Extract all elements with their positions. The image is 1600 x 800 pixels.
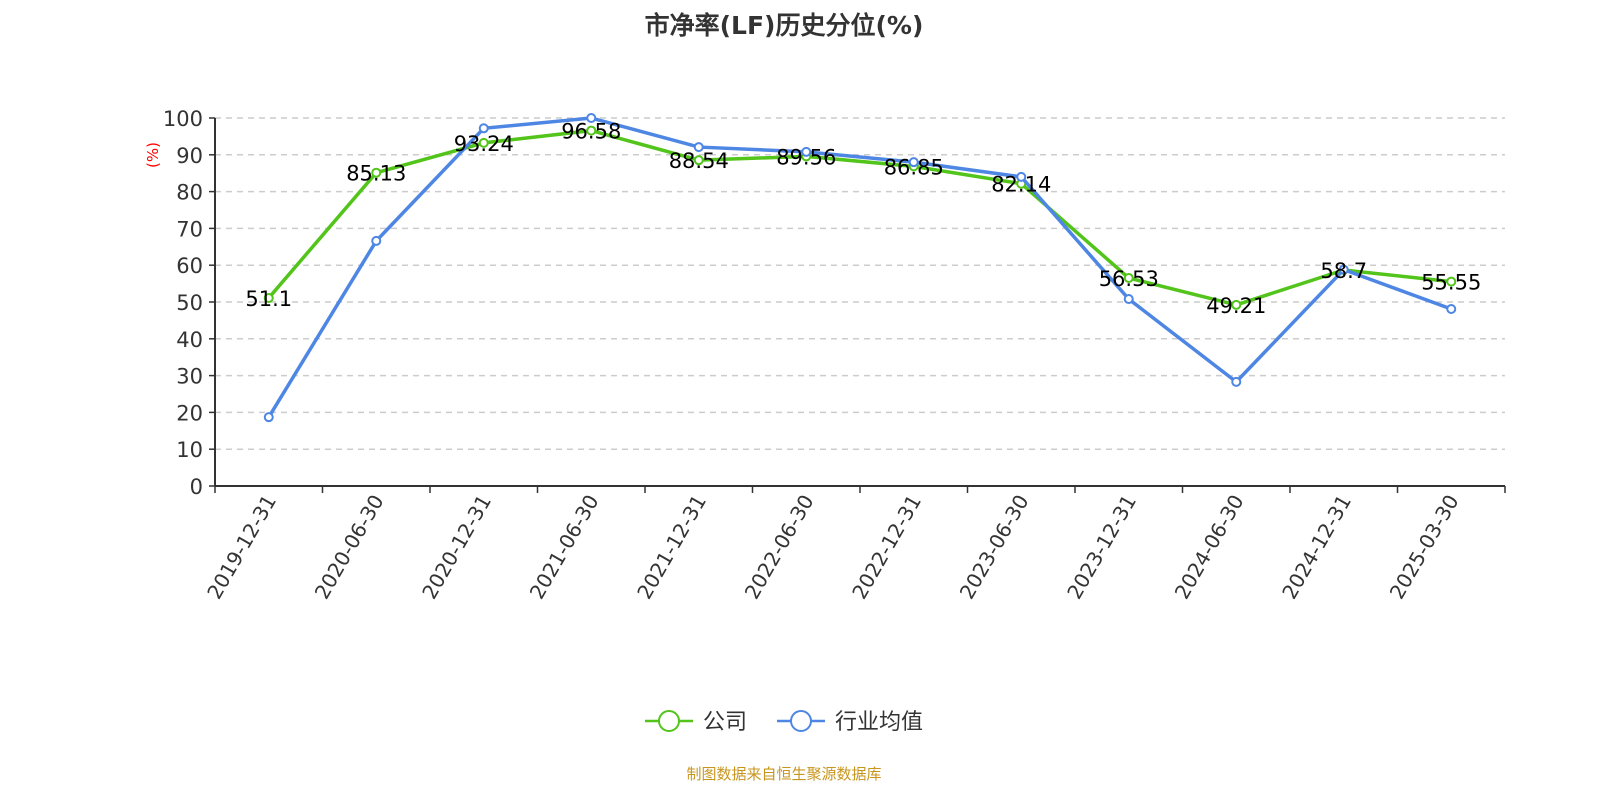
data-point: [908, 157, 919, 168]
x-tick-label: 2020-12-31: [417, 491, 496, 604]
data-point: [693, 155, 704, 166]
y-tick-label: 80: [176, 181, 203, 205]
data-label: 55.55: [1421, 271, 1481, 295]
y-tick-label: 0: [190, 475, 203, 499]
data-point: [371, 167, 382, 178]
data-label: 85.13: [346, 162, 406, 186]
source-note: 制图数据来自恒生聚源数据库: [686, 765, 882, 783]
legend-label: 公司: [703, 710, 747, 735]
x-tick-label: 2023-06-30: [955, 491, 1034, 604]
y-tick-label: 90: [176, 144, 203, 168]
x-tick-label: 2021-06-30: [525, 491, 604, 604]
data-label: 58.7: [1320, 259, 1367, 283]
series-line-1: [267, 116, 1452, 419]
data-label: 88.54: [669, 149, 729, 173]
data-label: 93.24: [454, 132, 514, 156]
x-tick-label: 2024-06-30: [1170, 491, 1249, 604]
data-label: 56.53: [1099, 267, 1159, 291]
x-tick-label: 2019-12-31: [202, 491, 281, 604]
y-tick-label: 30: [176, 365, 203, 389]
data-label: 82.14: [991, 173, 1051, 197]
data-label: 86.85: [884, 155, 944, 179]
data-point: [263, 412, 274, 423]
x-tick-label: 2022-06-30: [740, 491, 819, 604]
data-label: 49.21: [1206, 294, 1266, 318]
y-axis-label: (%): [144, 142, 162, 168]
x-tick-label: 2025-03-30: [1385, 491, 1464, 604]
data-point: [693, 142, 704, 153]
data-point: [1446, 303, 1457, 314]
x-tick-label: 2021-12-31: [632, 491, 711, 604]
data-point: [263, 292, 274, 303]
legend-label: 行业均值: [835, 710, 923, 735]
data-point: [586, 125, 597, 136]
y-tick-label: 10: [176, 438, 203, 462]
y-tick-label: 50: [176, 291, 203, 315]
data-point: [1016, 171, 1027, 182]
data-point: [801, 146, 812, 157]
data-point: [586, 113, 597, 123]
data-point: [1446, 276, 1457, 287]
data-point: [1123, 294, 1134, 305]
y-tick-label: 70: [176, 217, 203, 241]
legend-marker: [658, 710, 680, 732]
x-tick-label: 2020-06-30: [310, 491, 389, 604]
data-label: 96.58: [561, 120, 621, 144]
y-tick-label: 60: [176, 254, 203, 278]
data-point: [1231, 376, 1242, 387]
legend-marker: [790, 710, 812, 732]
y-tick-label: 100: [163, 107, 203, 131]
data-point: [1338, 264, 1349, 275]
y-tick-label: 20: [176, 401, 203, 425]
chart-title: 市净率(LF)历史分位(%): [644, 11, 924, 40]
data-label: 51.1: [245, 287, 292, 311]
y-tick-label: 40: [176, 328, 203, 352]
data-point: [371, 235, 382, 246]
x-tick-label: 2024-12-31: [1277, 491, 1356, 604]
data-point: [1231, 299, 1242, 310]
x-tick-label: 2022-12-31: [847, 491, 926, 604]
data-point: [1123, 272, 1134, 283]
x-tick-label: 2023-12-31: [1062, 491, 1141, 604]
data-point: [478, 137, 489, 148]
data-point: [478, 123, 489, 134]
data-label: 89.56: [776, 145, 836, 169]
